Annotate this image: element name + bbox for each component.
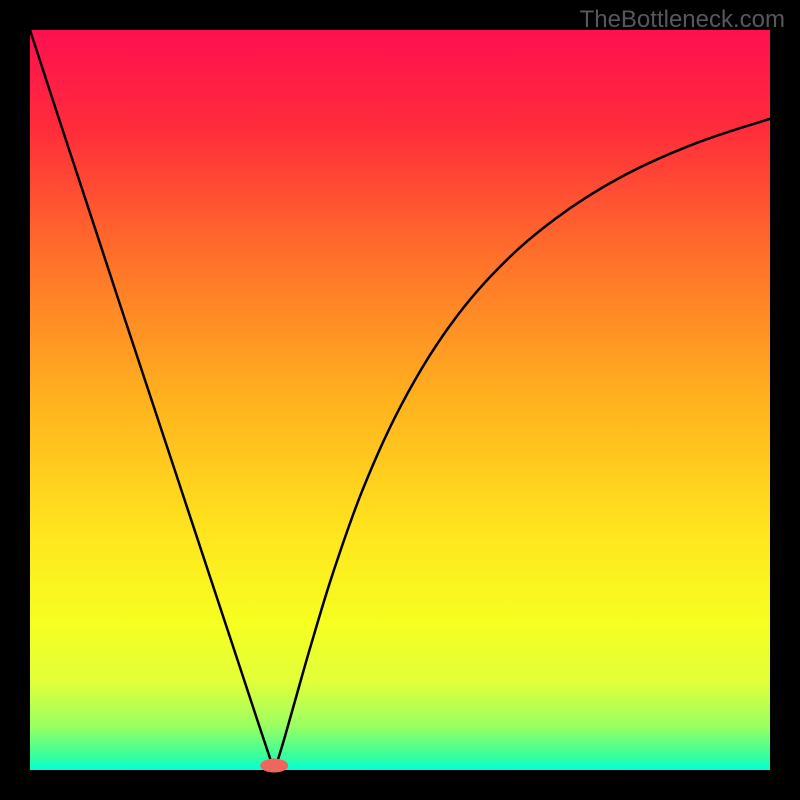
min-point-marker bbox=[260, 759, 288, 773]
watermark: TheBottleneck.com bbox=[580, 6, 785, 34]
chart-svg bbox=[0, 0, 800, 800]
plot-background bbox=[30, 30, 770, 770]
chart-container: TheBottleneck.com bbox=[0, 0, 800, 800]
